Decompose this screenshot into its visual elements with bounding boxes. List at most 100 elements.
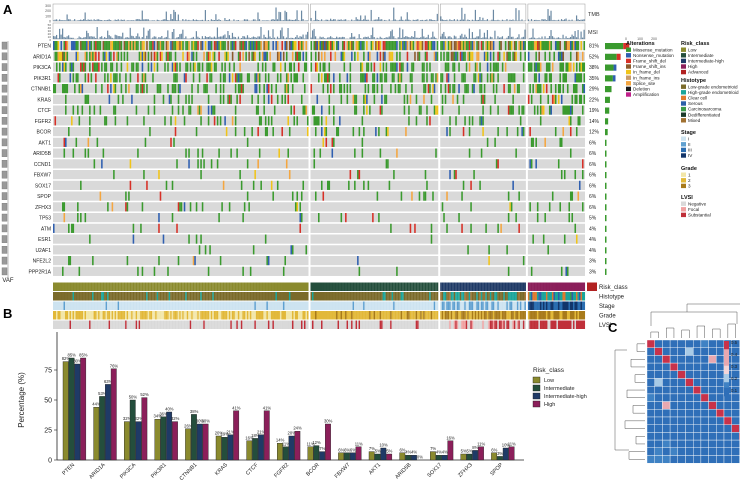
clinical-cell-risk_class: [122, 282, 124, 291]
clinical-cell-grade: [318, 311, 320, 320]
clinical-cell-stage: [550, 301, 552, 310]
alteration-cell: [207, 94, 210, 104]
msi-bar: [201, 36, 203, 39]
alteration-cell: [373, 94, 376, 104]
clinical-cell-histotype: [583, 292, 586, 301]
clinical-cell-risk_class: [281, 282, 283, 291]
clinical-cell-grade: [333, 311, 335, 320]
clinical-cell-grade: [84, 311, 87, 320]
alteration-cell: [243, 41, 246, 51]
clinical-cell-histotype: [421, 292, 424, 301]
clinical-cell-risk_class: [245, 282, 247, 291]
clinical-cell-histotype: [288, 292, 291, 301]
clinical-cell-risk_class: [456, 282, 459, 291]
clinical-cell-risk_class: [267, 282, 270, 291]
colorbar-tick-label: 0.2: [731, 376, 738, 381]
alteration-cell: [99, 41, 102, 51]
alteration-cell: [198, 245, 201, 255]
tmb-bar: [69, 19, 71, 21]
tmb-bar: [518, 10, 520, 21]
alteration-cell: [141, 266, 144, 276]
alteration-cell: [251, 127, 253, 137]
clinical-cell-histotype: [225, 292, 228, 301]
legend-item: Negative: [688, 201, 707, 206]
clinical-cell-risk_class: [376, 282, 379, 291]
heatmap-cell: [700, 386, 709, 395]
clinical-cell-stage: [562, 301, 565, 310]
tmb-bar: [198, 20, 200, 21]
clinical-cell-grade: [74, 311, 76, 320]
clinical-cell-histotype: [297, 292, 300, 301]
alteration-cell: [83, 62, 85, 72]
alteration-cell: [393, 41, 395, 51]
legend-item: 1: [688, 172, 691, 177]
alteration-cell: [156, 62, 159, 72]
clinical-cell-stage: [171, 301, 174, 310]
alteration-cell: [340, 94, 343, 104]
clinical-cell-lvsi: [522, 320, 525, 329]
tmb-bar: [204, 10, 206, 21]
msi-bar: [364, 36, 366, 39]
msi-bar: [571, 34, 573, 39]
alteration-cell: [411, 84, 413, 94]
clinical-cell-risk_class: [572, 282, 575, 291]
alteration-cell: [189, 62, 192, 72]
bar-value-label: 38%: [190, 409, 199, 414]
alteration-cell: [135, 105, 138, 115]
clinical-cell-histotype: [578, 292, 581, 301]
alteration-cell: [213, 116, 216, 126]
alteration-cell: [452, 84, 454, 94]
alteration-cell: [179, 84, 181, 94]
alteration-cell: [574, 41, 577, 51]
clinical-cell-stage: [351, 301, 353, 310]
clinical-cell-risk_class: [423, 282, 425, 291]
alteration-cell: [458, 62, 460, 72]
heatmap-cell: [708, 347, 717, 356]
alteration-cell: [279, 73, 282, 83]
alteration-cell: [230, 94, 232, 104]
alteration-cell: [354, 180, 356, 190]
alteration-cell: [302, 73, 305, 83]
heatmap-cell: [700, 447, 709, 456]
clinical-cell-risk_class: [168, 282, 171, 291]
clinical-cell-stage: [352, 301, 355, 310]
msi-bar: [114, 34, 116, 39]
clinical-cell-stage: [108, 301, 111, 310]
msi-bar: [541, 36, 543, 39]
alteration-cell: [509, 202, 511, 212]
msi-bar: [494, 30, 496, 39]
clinical-cell-lvsi: [288, 320, 291, 329]
clinical-cell-lvsi: [92, 320, 94, 329]
clinical-cell-histotype: [379, 292, 382, 301]
alteration-cell: [562, 73, 565, 83]
alteration-cell: [562, 127, 565, 137]
bar-value-label: 6%: [338, 447, 344, 452]
alteration-cell: [188, 41, 190, 51]
top-dendrogram-link: [666, 327, 675, 338]
clinical-cell-lvsi: [577, 320, 580, 329]
legend-item: Low: [688, 47, 697, 52]
bar-value-label: 3%: [497, 451, 503, 456]
clinical-cell-grade: [560, 311, 563, 320]
clinical-cell-stage: [194, 301, 196, 310]
legend-swatch: [626, 92, 631, 97]
msi-bar: [325, 38, 327, 39]
heatmap-cell: [646, 339, 655, 348]
clinical-cell-lvsi: [144, 320, 147, 329]
y-tick-label: 50: [44, 398, 52, 405]
bar-value-label: 21%: [226, 429, 235, 434]
clinical-cell-risk_class: [533, 282, 536, 291]
alteration-cell: [53, 41, 55, 51]
alteration-cell: [198, 73, 201, 83]
alteration-cell: [358, 266, 361, 276]
clinical-cell-lvsi: [140, 320, 142, 329]
clinical-cell-risk_class: [234, 282, 237, 291]
heatmap-cell: [654, 393, 663, 402]
alteration-cell: [366, 73, 368, 83]
alteration-cell: [234, 105, 237, 115]
msi-bar: [569, 36, 572, 39]
clinical-cell-grade: [388, 311, 391, 320]
alteration-cell: [492, 62, 495, 72]
alteration-cell: [459, 51, 462, 61]
alteration-cell: [279, 51, 282, 61]
